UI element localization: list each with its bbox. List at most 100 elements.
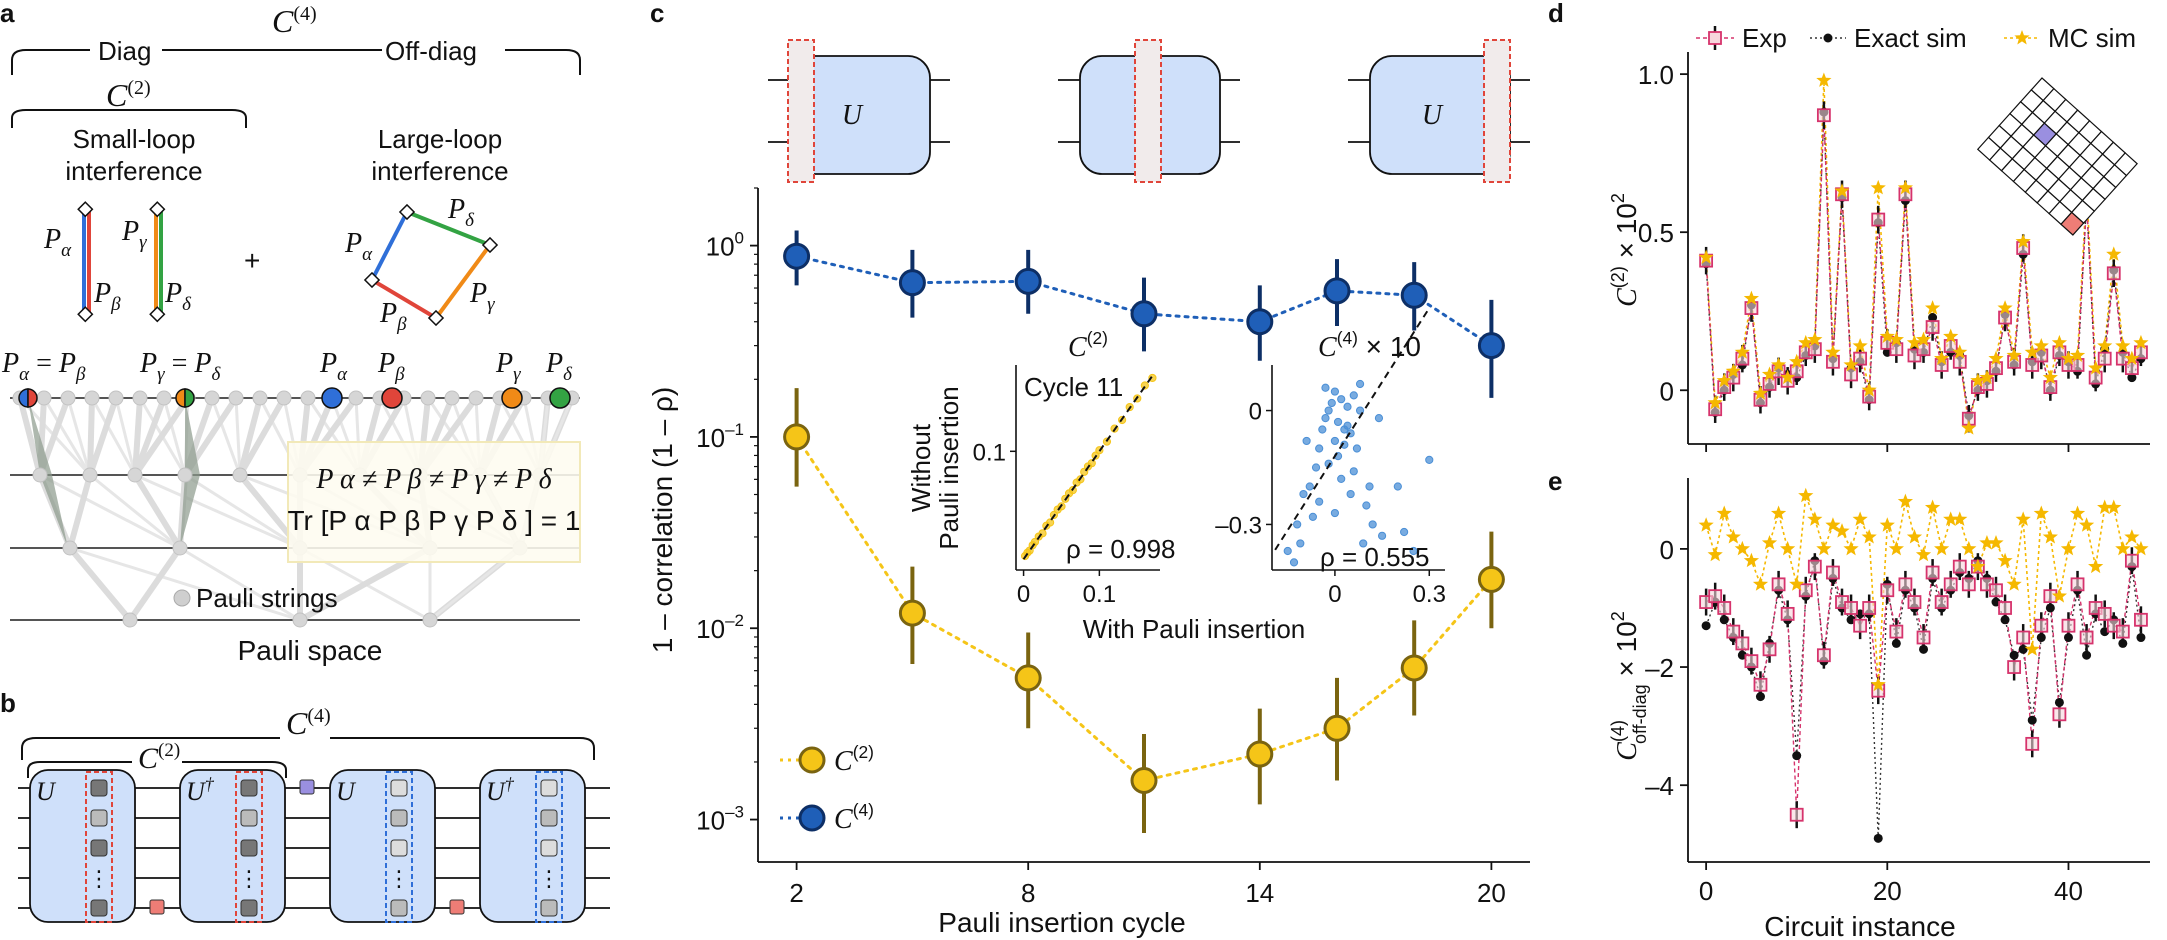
e-plot-exp-point — [1862, 601, 1877, 615]
e-plot-mc-point — [1861, 529, 1877, 544]
pauli-gate — [540, 809, 558, 827]
d-plot-mc-point — [2124, 350, 2140, 366]
c-data-point — [898, 269, 926, 297]
neq-line: P α ≠ P β ≠ P γ ≠ P δ — [315, 464, 552, 495]
pa-eq-pb: Pα = Pβ — [1, 348, 86, 385]
d-plot-mc-point — [1789, 353, 1805, 369]
unitary-block — [329, 769, 436, 923]
pauli-loop-node — [381, 387, 403, 409]
c-y-tick-label: 100 — [706, 229, 744, 262]
e-plot-exp-point — [1989, 583, 2003, 598]
pauli-gate — [90, 839, 108, 857]
e-plot-mc-point — [2015, 511, 2031, 526]
c-legend-label: C(4) — [834, 800, 874, 835]
vertical-dots: ⋮ — [88, 866, 110, 891]
pauli-link — [114, 397, 137, 476]
pauli-string-node — [444, 390, 460, 406]
correlation-plot: 2 8 14 20 100 10–1 10–2 10–3 C(2) C(4) 0 0.1 0.1 0 0.3… — [696, 187, 1530, 908]
pauli-link — [132, 473, 183, 550]
d-plot-mc-point — [1798, 334, 1814, 350]
inset-scatter-point — [1315, 444, 1324, 453]
panel-c-label: c — [650, 0, 664, 28]
pauli-link — [234, 397, 242, 476]
e-plot-exp-point — [1880, 583, 1895, 598]
d-plot-exp-point — [1871, 212, 1886, 227]
d-plot-mc-point — [1761, 366, 1778, 381]
e-plot-mc-point — [1897, 493, 1914, 509]
pauli-link — [69, 546, 301, 622]
pauli-space-label: Pauli space — [238, 635, 383, 666]
e-plot-mc-point — [1952, 511, 1968, 526]
interference-region — [28, 398, 68, 548]
inset-scatter-point — [1321, 383, 1330, 392]
pauli-string-node — [348, 390, 364, 406]
pauli-link — [87, 397, 119, 476]
d-plot-exp-point — [2097, 351, 2112, 366]
pauli-string-node — [232, 467, 248, 483]
pauli-link — [162, 397, 187, 476]
d-plot-mc-point — [2024, 344, 2040, 359]
pauli-string-node — [468, 390, 484, 406]
e-plot-exp-point — [1717, 601, 1732, 615]
inset-scatter-point — [1365, 482, 1374, 491]
c4-label-b: C(4) — [286, 705, 331, 741]
e-plot-mc-point — [2051, 588, 2068, 603]
pauli-string-node — [82, 467, 98, 483]
c-data-point — [1400, 654, 1428, 682]
d-plot-exp-point — [2106, 266, 2121, 281]
c-data-point — [1323, 714, 1351, 742]
pauli-pair-node — [27, 388, 38, 408]
e-plot-exp-point — [1961, 577, 1976, 592]
panel-d: d 1.0 0.5 0 C(2) × 102 Exp Exact sim MC sim — [1548, 0, 2150, 452]
c4-bracket-right — [505, 49, 581, 75]
inset1-title: C(2) — [1068, 328, 1108, 363]
inset-x-tick-label: 0 — [1017, 581, 1030, 608]
panel-e: e 0 –2 –4 0 20 40 C(4) off-diag × 102 Circuit i… — [1548, 466, 2150, 940]
large-loop-line1: Large-loop — [378, 124, 502, 154]
c2-label-b: C(2) — [138, 740, 180, 775]
d-plot-mc-point — [1879, 328, 1895, 343]
c-legend-label: C(2) — [834, 742, 874, 777]
e-plot-mc-point — [1734, 540, 1750, 556]
e-plot-mc-point — [1743, 552, 1760, 568]
inset-x-tick-label: 0 — [1328, 581, 1341, 608]
d-plot-mc-point — [1988, 350, 2004, 366]
e-plot-mc-point — [1934, 540, 1950, 556]
pauli-link — [87, 397, 95, 476]
inset-y-tick-label: –0.3 — [1215, 512, 1262, 539]
inset-scatter-point — [1315, 497, 1324, 506]
unitary-block — [179, 769, 286, 923]
inset-scatter-point — [1337, 474, 1346, 483]
pauli-string-node — [172, 540, 188, 556]
e-plot-mc-point — [1807, 511, 1823, 526]
d-plot-exp-point — [1989, 361, 2003, 376]
e-plot-exp-point — [2025, 736, 2040, 751]
unitary-label: U — [336, 777, 357, 806]
pauli-link — [66, 397, 92, 476]
svg-text:Pγ: Pγ — [469, 278, 495, 315]
inset-scatter-point — [1293, 520, 1302, 529]
c-data-point — [1014, 267, 1042, 295]
d-plot-mc-point — [1743, 290, 1760, 306]
e-plot-exact-point — [2082, 650, 2092, 660]
pauli-string-node — [292, 612, 308, 628]
e-plot-exp-point — [2115, 624, 2130, 639]
inset-x-label: With Pauli insertion — [1083, 614, 1306, 644]
tr-line: Tr [P α P β P γ P δ ] = 1 — [287, 505, 580, 536]
inset-scatter-point — [1393, 482, 1402, 491]
large-loop-diagram: Pα Pδ Pγ Pβ — [344, 194, 499, 335]
unitary-block — [29, 769, 136, 923]
pauli-pair-node — [184, 388, 195, 408]
d-plot-mc-point — [1707, 394, 1723, 410]
e-plot-mc-point — [2006, 576, 2022, 591]
e-plot-exp-point — [2061, 618, 2076, 633]
e-plot-mc-point — [1780, 540, 1796, 556]
c-y-axis-label: 1 – correlation (1 – ρ) — [647, 387, 678, 654]
inset-y-tick-label: 0 — [1249, 399, 1262, 426]
e-plot-mc-point — [1698, 517, 1714, 532]
d-plot-mc-point — [1843, 356, 1859, 372]
inset-y-tick-label: 0.1 — [973, 439, 1006, 466]
pauli-insertion-column — [535, 771, 563, 923]
e-plot-mc-point — [1761, 534, 1778, 550]
c-data-point — [1246, 308, 1274, 336]
